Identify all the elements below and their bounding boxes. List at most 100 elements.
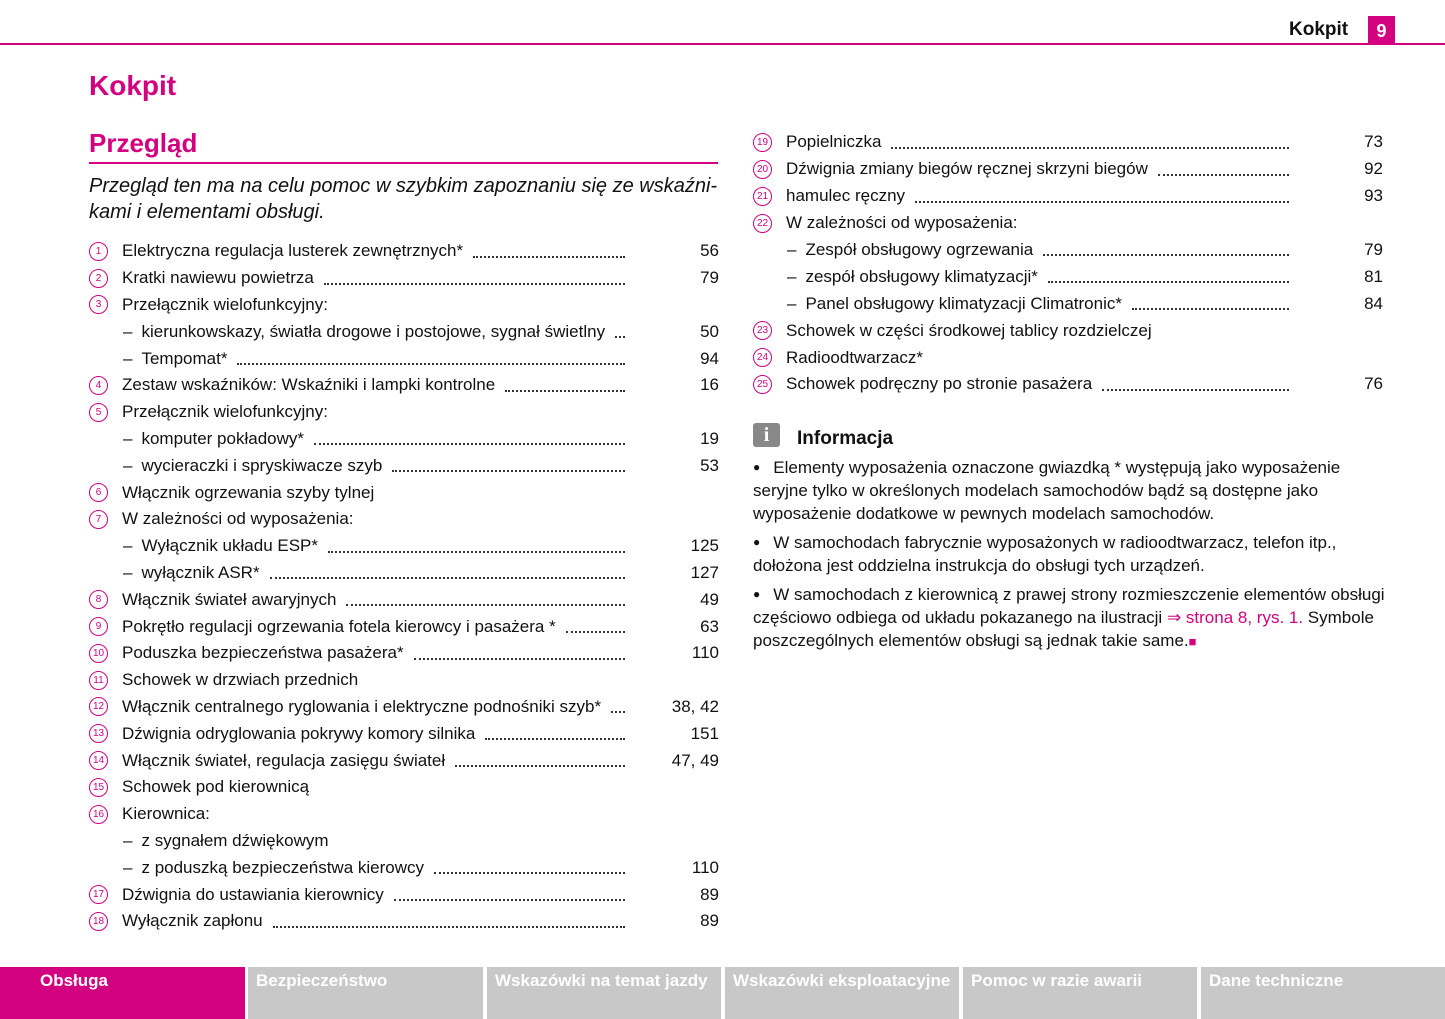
dash: –	[123, 455, 133, 475]
entry-number: 7	[89, 509, 108, 529]
entry: – Wyłącznik układu ESP* 125	[89, 533, 719, 560]
dash: –	[123, 348, 133, 368]
dash: –	[123, 321, 133, 341]
bullet-dot: ●	[753, 460, 761, 474]
leader	[1157, 173, 1289, 176]
footer-tab[interactable]: Pomoc w razie awarii	[963, 967, 1197, 1019]
info-bullet: ● Elementy wyposażenia oznaczone gwiazdką…	[753, 456, 1388, 525]
info-bullet: ● W samochodach fabrycznie wyposażonych w…	[753, 531, 1388, 577]
footer-tab[interactable]: Wskazówki na temat jazdy	[487, 967, 721, 1019]
entry-text: wyłącznik ASR*	[141, 562, 260, 582]
entry: – z poduszką bezpieczeństwa kierowcy 110	[89, 854, 719, 881]
leader	[473, 255, 625, 258]
entry-text: Schowek pod kierownicą	[122, 777, 310, 797]
leader	[615, 336, 625, 339]
footer-tab[interactable]: Bezpieczeństwo	[248, 967, 483, 1019]
entry-number: 17	[89, 885, 108, 905]
entry-page: 81	[1364, 266, 1383, 286]
entry-text: Pokrętło regulacji ogrzewania fotela kie…	[122, 616, 556, 636]
entry: 6 Włącznik ogrzewania szyby tylnej	[89, 479, 719, 506]
entry-page: 49	[700, 589, 719, 609]
entry-number: 9	[89, 617, 108, 637]
info-icon: i	[753, 423, 780, 447]
entry-text: Radioodtwarzacz*	[786, 347, 924, 367]
leader	[505, 389, 625, 392]
header-rule	[0, 43, 1445, 45]
footer-tab[interactable]: Dane techniczne	[1201, 967, 1445, 1019]
entry-number: 18	[89, 911, 108, 931]
leader	[346, 604, 625, 607]
entry-number: 15	[89, 777, 108, 797]
entry-page: 125	[690, 536, 719, 556]
entry-page: 84	[1364, 293, 1383, 313]
entry-text: Panel obsługowy klimatyzacji Climatronic…	[805, 293, 1122, 313]
leader	[1047, 281, 1289, 284]
entry-text: Schowek w części środkowej tablicy rozdz…	[786, 320, 1152, 340]
entry: 4 Zestaw wskaźników: Wskaźniki i lampki k…	[89, 372, 719, 399]
entry-number: 11	[89, 670, 108, 690]
entry-page: 16	[700, 375, 719, 395]
entry-text: Zestaw wskaźników: Wskaźniki i lampki ko…	[122, 375, 496, 395]
dash: –	[123, 428, 133, 448]
entry-number: 5	[89, 402, 108, 422]
entry-text: Wyłącznik zapłonu	[122, 911, 263, 931]
entry: – Zespół obsługowy ogrzewania 79	[753, 237, 1383, 264]
entry: – Tempomat* 94	[89, 345, 719, 372]
entry-page: 110	[691, 643, 719, 663]
leader	[272, 925, 625, 928]
leader	[393, 898, 625, 901]
entry-page: 92	[1364, 159, 1383, 179]
entry-number: 16	[89, 804, 108, 824]
entry-text: z sygnałem dźwiękowym	[141, 830, 329, 850]
entry: 22 W zależności od wyposażenia:	[753, 210, 1383, 237]
entry-number: 19	[753, 132, 772, 152]
entry: – kierunkowskazy, światła drogowe i posto…	[89, 318, 719, 345]
info-bullet: ● W samochodach z kierownicą z prawej str…	[753, 583, 1388, 653]
entry-text: komputer pokładowy*	[141, 428, 304, 448]
entry: 12 Włącznik centralnego ryglowania i elek…	[89, 694, 719, 721]
leader	[565, 630, 625, 633]
entry-text: Włącznik świateł awaryjnych	[122, 589, 337, 609]
leader	[434, 872, 625, 875]
entry-text: Schowek w drzwiach przednich	[122, 670, 359, 690]
entry-number: 25	[753, 374, 772, 394]
entry: 5 Przełącznik wielofunkcyjny:	[89, 399, 719, 426]
leader	[1102, 388, 1289, 391]
leader	[611, 711, 625, 714]
entry: 24 Radioodtwarzacz*	[753, 344, 1383, 371]
entry-page: 56	[700, 241, 719, 261]
entry-text: Kierownica:	[122, 804, 210, 824]
entry-number: 13	[89, 724, 108, 744]
entry: 3 Przełącznik wielofunkcyjny:	[89, 292, 719, 319]
entry: 18 Wyłącznik zapłonu 89	[89, 908, 719, 935]
leader	[485, 738, 625, 741]
leader	[455, 764, 625, 767]
entry-page: 47, 49	[671, 750, 719, 770]
entry-text: z poduszką bezpieczeństwa kierowcy	[141, 857, 424, 877]
entry: 2 Kratki nawiewu powietrza 79	[89, 265, 719, 292]
dash: –	[123, 562, 133, 582]
entry-page: 94	[700, 348, 719, 368]
entry: – wyłącznik ASR* 127	[89, 560, 719, 587]
entry-text: Zespół obsługowy ogrzewania	[805, 239, 1034, 259]
dash: –	[787, 266, 797, 286]
entry-page: 93	[1364, 186, 1383, 206]
footer-tab[interactable]: Wskazówki eksploatacyjne	[725, 967, 959, 1019]
entry: – zespół obsługowy klimatyzacji* 81	[753, 264, 1383, 291]
entry-page: 79	[1364, 239, 1383, 259]
leader	[1043, 254, 1289, 257]
info-title: Informacja	[797, 428, 894, 449]
dash: –	[787, 239, 797, 259]
footer-tab[interactable]: Obsługa	[0, 967, 245, 1019]
link[interactable]: ⇒ strona 8, rys. 1.	[1166, 608, 1304, 627]
entry-text: Dźwignia do ustawiania kierownicy	[122, 884, 384, 904]
bullet-text: Symbole poszczególnych elementów obsługi…	[753, 608, 1374, 650]
entry-number: 1	[89, 241, 108, 261]
entry: 20 Dźwignia zmiany biegów ręcznej skrzyni…	[753, 156, 1383, 183]
bullet-text: Elementy wyposażenia oznaczone gwiazdką …	[753, 458, 1341, 523]
entry-text: Włącznik centralnego ryglowania i elektr…	[122, 696, 602, 716]
entry-text: W zależności od wyposażenia:	[786, 213, 1018, 233]
intro: Przegląd ten ma na celu pomoc w szybkim …	[89, 175, 718, 223]
dash: –	[123, 857, 133, 877]
section-title: Przegląd	[89, 128, 198, 158]
